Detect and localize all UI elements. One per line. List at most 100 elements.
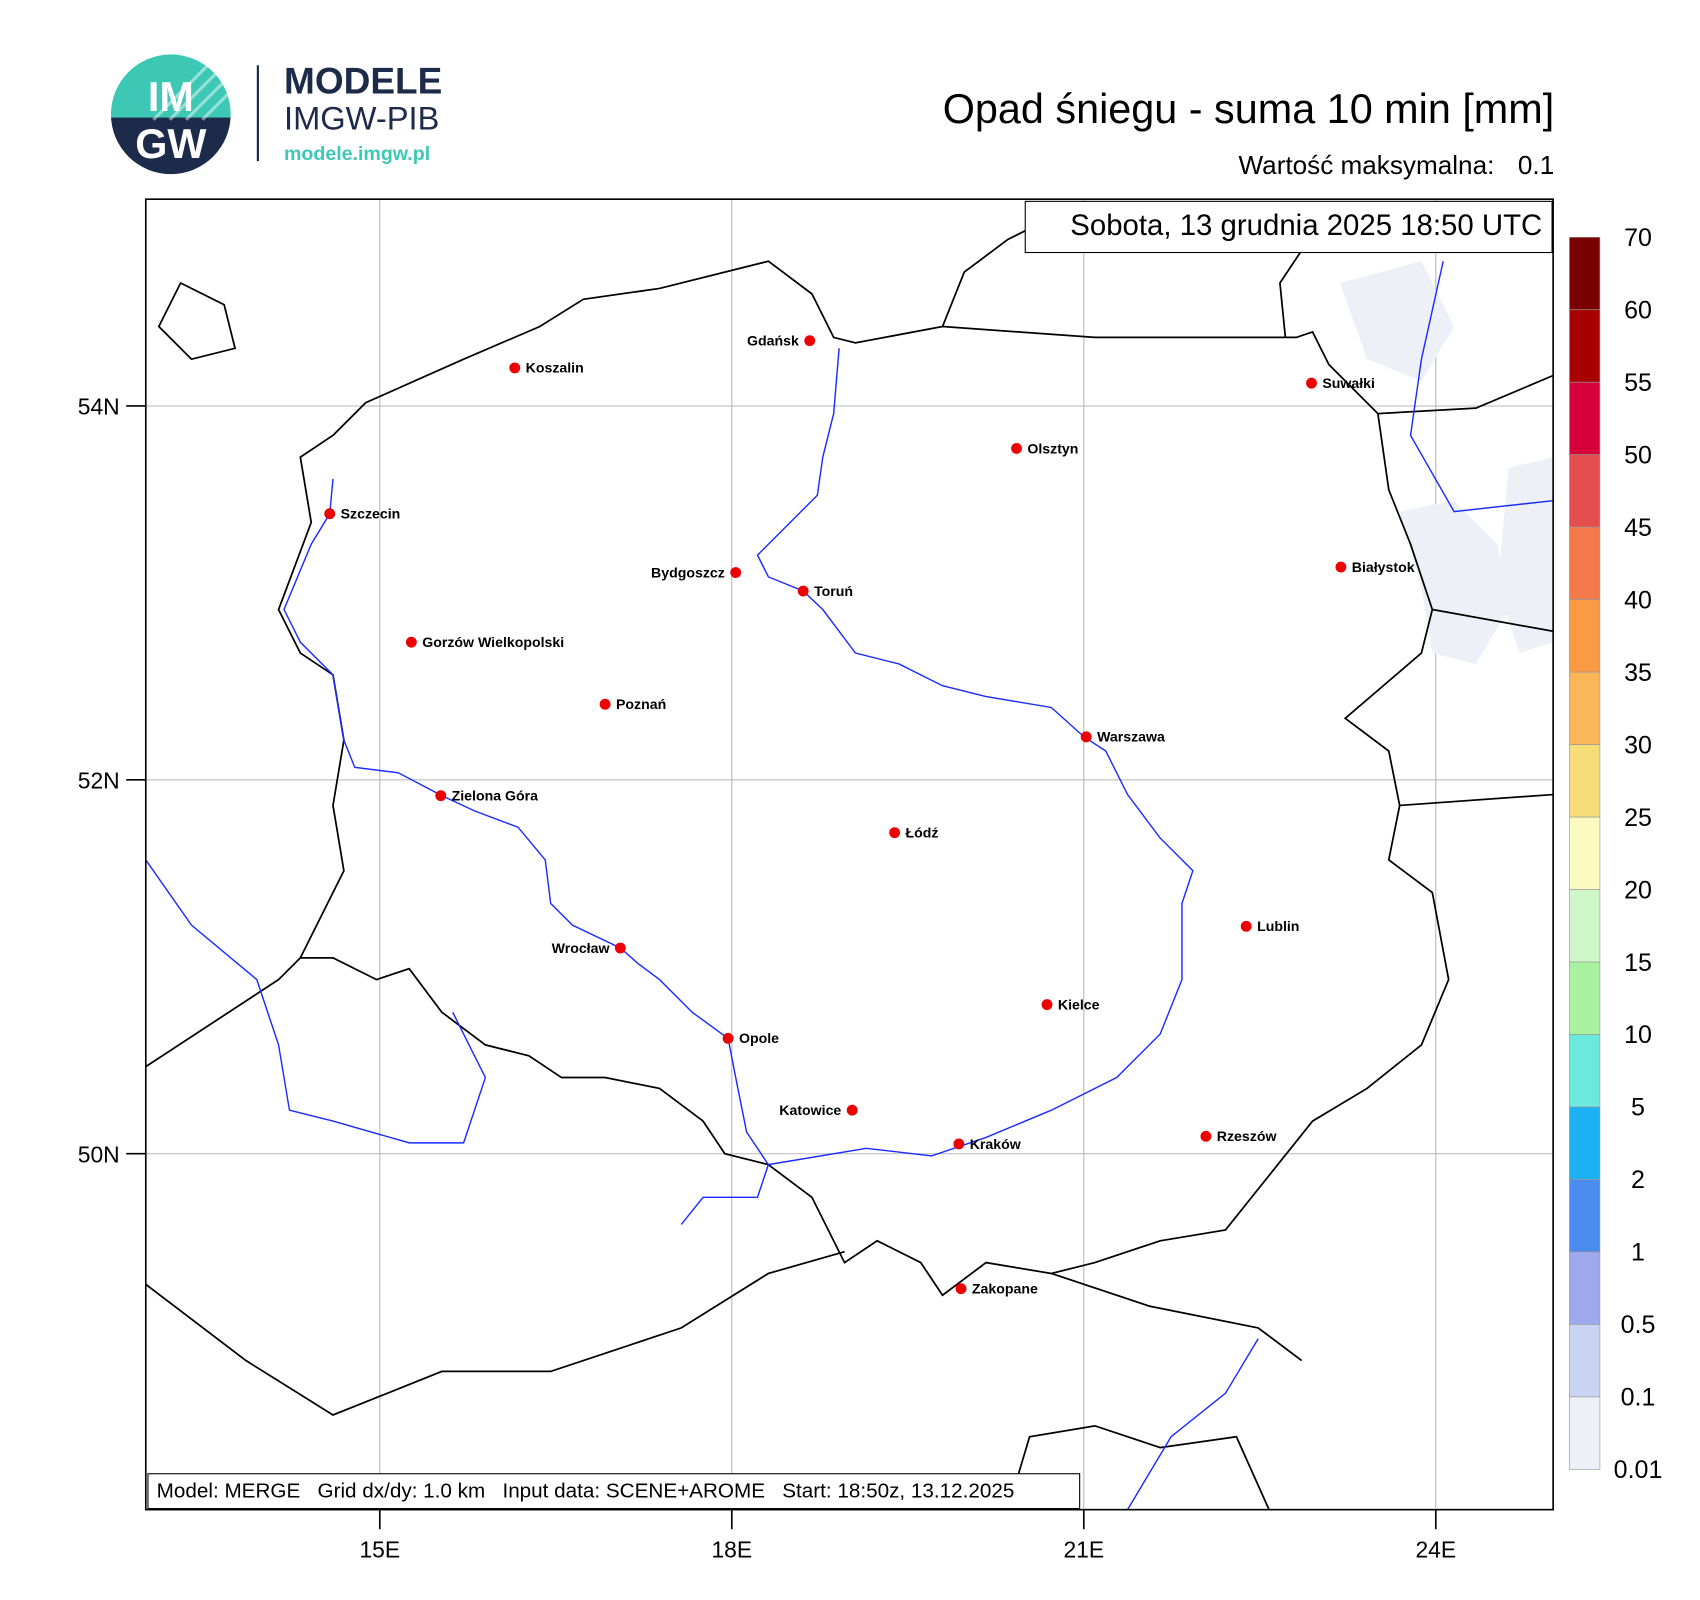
- legend-label: 1: [1631, 1239, 1645, 1267]
- city-dot: [599, 698, 611, 710]
- legend-label: 0.1: [1621, 1384, 1656, 1412]
- city-dot: [1080, 731, 1092, 743]
- borders: [145, 216, 1554, 1510]
- legend-label: 10: [1624, 1021, 1652, 1049]
- city-label: Lublin: [1257, 918, 1299, 934]
- city-dot: [953, 1138, 965, 1150]
- city-label: Rzeszów: [1217, 1128, 1278, 1144]
- city-dot: [1200, 1130, 1212, 1142]
- legend-box: [1569, 1034, 1601, 1108]
- city-dot: [1011, 442, 1022, 454]
- footer-box: [147, 1473, 1081, 1510]
- legend-box: [1569, 671, 1601, 745]
- logo: IM GW MODELE IMGW-PIB modele.imgw.pl: [110, 54, 442, 175]
- city-label: Bydgoszcz: [651, 564, 725, 580]
- legend-box: [1569, 526, 1601, 600]
- city-label: Wrocław: [552, 940, 611, 956]
- timestamp: Sobota, 13 grudnia 2025 18:50 UTC: [1070, 209, 1542, 242]
- city-label: Gorzów Wielkopolski: [422, 634, 564, 650]
- legend-box: [1569, 889, 1601, 963]
- city-dot: [324, 508, 336, 520]
- legend-box: [1569, 744, 1601, 818]
- city-label: Łódź: [906, 824, 939, 840]
- legend-box: [1569, 816, 1601, 890]
- max-value: 0.1: [1518, 150, 1554, 180]
- city-dot: [722, 1032, 734, 1044]
- city-label: Olsztyn: [1027, 440, 1078, 456]
- city-label: Toruń: [814, 583, 853, 599]
- legend-label: 2: [1631, 1166, 1645, 1194]
- city-label: Kraków: [970, 1136, 1022, 1152]
- city-label: Szczecin: [341, 506, 401, 522]
- legend-box: [1569, 1324, 1601, 1398]
- brand-sub: IMGW-PIB: [284, 100, 439, 137]
- legend-label: 35: [1624, 659, 1652, 687]
- legend-box: [1569, 381, 1601, 456]
- legend-label: 5: [1631, 1094, 1645, 1122]
- legend-box: [1569, 1251, 1601, 1325]
- legend-box: [1569, 961, 1601, 1035]
- city-dot: [846, 1104, 858, 1116]
- legend-box: [1569, 454, 1601, 528]
- y-tick-label: 54N: [78, 394, 120, 420]
- brand: MODELE: [284, 61, 442, 102]
- city-dot: [1041, 999, 1053, 1011]
- lakes: [1339, 261, 1554, 664]
- legend-box: [1569, 236, 1601, 311]
- city-label: Opole: [739, 1030, 779, 1046]
- url: modele.imgw.pl: [284, 143, 430, 165]
- rivers: [145, 261, 1554, 1510]
- city-label: Katowice: [779, 1102, 841, 1118]
- city-label: Poznań: [616, 696, 666, 712]
- legend-box: [1569, 309, 1601, 383]
- map-frame: [144, 198, 1554, 1511]
- legend-label: 50: [1624, 441, 1652, 469]
- legend-label: 70: [1624, 224, 1652, 252]
- legend-label: 15: [1624, 949, 1652, 977]
- city-label: Warszawa: [1097, 729, 1165, 745]
- timestamp-box: [1024, 200, 1553, 254]
- legend-label: 0.01: [1614, 1456, 1663, 1484]
- city-label: Kielce: [1058, 996, 1100, 1012]
- x-tick-label: 15E: [359, 1537, 400, 1563]
- city-label: Białystok: [1352, 559, 1415, 575]
- legend-box: [1569, 1106, 1601, 1180]
- legend-box: [1569, 1396, 1601, 1470]
- legend-label: 40: [1624, 586, 1652, 614]
- city-dot: [1240, 920, 1252, 932]
- legend-label: 30: [1624, 731, 1652, 759]
- legend-label: 45: [1624, 514, 1652, 542]
- x-tick-label: 24E: [1415, 1537, 1456, 1563]
- city-label: Koszalin: [526, 360, 584, 376]
- city-dot: [955, 1283, 967, 1295]
- y-tick-label: 52N: [78, 768, 120, 794]
- logo-letters: GW: [135, 121, 206, 167]
- footer: Model: MERGE Grid dx/dy: 1.0 km Input da…: [157, 1480, 1015, 1503]
- city-label: Gdańsk: [747, 333, 799, 349]
- city-dot: [804, 335, 816, 347]
- city-dot: [797, 585, 809, 597]
- city-dot: [405, 636, 417, 648]
- city-label: Zielona Góra: [452, 787, 538, 803]
- legend-label: 60: [1624, 296, 1652, 324]
- legend-label: 25: [1624, 804, 1652, 832]
- legend-box: [1569, 599, 1601, 673]
- city-dot: [730, 567, 742, 578]
- city-dot: [614, 942, 626, 954]
- city-dot: [1306, 377, 1317, 389]
- x-tick-label: 18E: [711, 1537, 752, 1563]
- y-tick-label: 50N: [78, 1141, 120, 1167]
- legend-label: 20: [1624, 876, 1652, 904]
- city-dot: [435, 790, 447, 802]
- city-dot: [509, 362, 521, 374]
- legend-label: 0.5: [1621, 1311, 1656, 1339]
- legend-label: 55: [1624, 369, 1652, 397]
- title: Opad śniegu - suma 10 min [mm]: [943, 86, 1554, 132]
- city-label: Zakopane: [972, 1281, 1038, 1297]
- city-label: Suwałki: [1322, 375, 1375, 391]
- max-label: Wartość maksymalna:: [1239, 150, 1495, 180]
- city-dot: [889, 827, 901, 839]
- city-dot: [1335, 561, 1347, 573]
